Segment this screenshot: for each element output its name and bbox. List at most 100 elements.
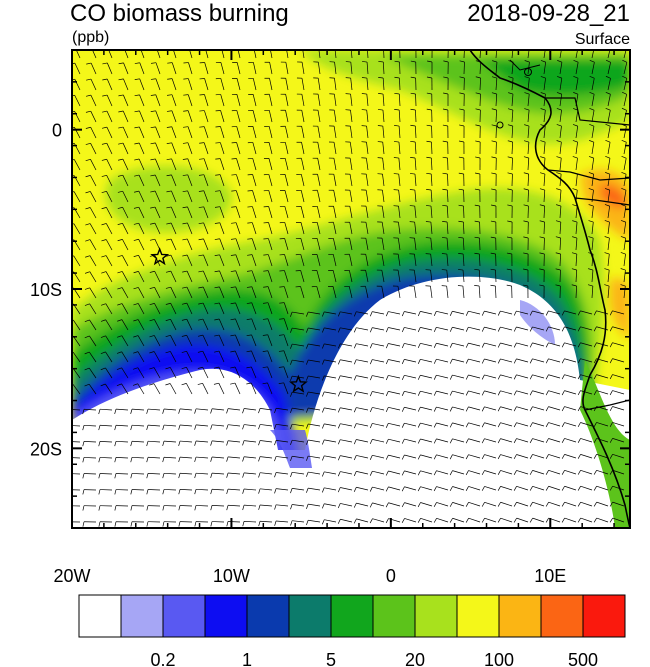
wind-barb-flag bbox=[449, 518, 453, 523]
wind-barb bbox=[548, 310, 561, 315]
wind-barb bbox=[532, 454, 545, 459]
wind-barb-flag bbox=[117, 255, 123, 258]
wind-barb bbox=[171, 110, 177, 123]
wind-barb bbox=[284, 190, 289, 203]
wind-barb bbox=[115, 473, 129, 475]
wind-barb bbox=[366, 78, 369, 91]
wind-barb-flag bbox=[481, 518, 485, 523]
wind-barb-flag bbox=[491, 92, 497, 95]
wind-barb bbox=[106, 78, 113, 91]
wind-barb bbox=[276, 407, 289, 411]
wind-barb bbox=[404, 359, 417, 363]
wind-barb bbox=[543, 221, 545, 235]
wind-barb-flag bbox=[540, 108, 546, 111]
wind-barb-flag bbox=[133, 367, 138, 370]
wind-barb-flag bbox=[417, 470, 421, 476]
wind-barb-flag bbox=[149, 351, 155, 354]
wind-barb bbox=[252, 174, 257, 187]
wind-barb bbox=[292, 423, 305, 427]
wind-barb bbox=[366, 110, 369, 123]
wind-barb-flag bbox=[135, 47, 140, 48]
wind-barb-flag bbox=[242, 408, 245, 414]
wind-barb-flag bbox=[513, 326, 517, 332]
wind-barb bbox=[212, 408, 225, 411]
wind-barb-flag bbox=[84, 367, 90, 371]
wind-barb-flag bbox=[513, 517, 517, 523]
wind-barb bbox=[366, 94, 369, 107]
wind-barb-flag bbox=[133, 303, 139, 306]
wind-barb-flag bbox=[84, 271, 90, 274]
wind-barb-flag bbox=[353, 423, 357, 429]
wind-barb-flag bbox=[577, 501, 581, 507]
wind-barb-flag bbox=[593, 358, 597, 364]
wind-barb bbox=[121, 351, 129, 363]
wind-barb bbox=[202, 318, 209, 331]
wind-barb-flag bbox=[72, 223, 75, 225]
wind-barb-flag bbox=[524, 124, 530, 127]
wind-barb bbox=[220, 78, 225, 91]
wind-barb bbox=[317, 190, 321, 203]
wind-barb bbox=[284, 254, 289, 267]
wind-barb bbox=[340, 311, 353, 315]
wind-barb bbox=[495, 285, 497, 299]
wind-barb bbox=[516, 326, 529, 331]
wind-barb bbox=[276, 488, 289, 491]
wind-barb bbox=[235, 302, 241, 315]
wind-barb bbox=[308, 423, 321, 427]
wind-barb-flag bbox=[182, 206, 188, 209]
wind-barb-flag bbox=[417, 375, 421, 380]
wind-barb-flag bbox=[459, 76, 465, 79]
wind-barb bbox=[340, 487, 353, 491]
wind-barb bbox=[340, 423, 353, 427]
wind-barb-flag bbox=[507, 172, 513, 175]
wind-barb-flag bbox=[85, 126, 91, 129]
wind-barb bbox=[420, 342, 433, 347]
wind-barb bbox=[500, 374, 513, 379]
wind-barb-flag bbox=[182, 190, 188, 193]
wind-barb-flag bbox=[198, 238, 204, 241]
wind-barb bbox=[591, 206, 594, 219]
wind-barb-flag bbox=[394, 60, 400, 63]
wind-barb-flag bbox=[214, 206, 221, 208]
wind-barb-flag bbox=[490, 220, 496, 223]
wind-barb-flag bbox=[577, 358, 581, 364]
wind-barb-flag bbox=[353, 375, 357, 381]
colorbar-swatch bbox=[330, 594, 374, 638]
wind-barb-flag bbox=[214, 254, 220, 256]
wind-barb-flag bbox=[101, 223, 107, 226]
wind-barb-flag bbox=[589, 91, 595, 95]
wind-barb-flag bbox=[101, 255, 107, 258]
wind-barb bbox=[532, 326, 545, 331]
wind-barb-flag bbox=[395, 45, 400, 46]
wind-barb-flag bbox=[215, 142, 221, 144]
wind-barb bbox=[559, 94, 563, 107]
wind-barb-flag bbox=[411, 45, 416, 46]
wind-barb-flag bbox=[262, 302, 269, 304]
wind-barb-flag bbox=[230, 334, 236, 337]
wind-barb-flag bbox=[70, 47, 75, 48]
wind-barb-flag bbox=[116, 351, 122, 354]
wind-barb bbox=[292, 471, 305, 475]
wind-barb bbox=[180, 424, 193, 427]
wind-barb-flag bbox=[146, 457, 149, 463]
wind-barb bbox=[500, 438, 513, 443]
colorbar-swatch bbox=[246, 594, 290, 638]
wind-barb bbox=[591, 174, 594, 187]
wind-barb bbox=[235, 254, 241, 267]
wind-barb bbox=[251, 318, 257, 331]
wind-barb bbox=[607, 206, 610, 219]
wind-barb-flag bbox=[150, 94, 156, 96]
wind-barb bbox=[75, 50, 81, 59]
wind-barb bbox=[155, 78, 161, 91]
wind-barb bbox=[84, 408, 97, 411]
wind-barb bbox=[500, 342, 513, 347]
wind-barb-flag bbox=[442, 221, 448, 223]
wind-barb-flag bbox=[165, 270, 171, 273]
wind-barb bbox=[122, 175, 129, 187]
wind-barb-flag bbox=[475, 124, 481, 127]
wind-barb bbox=[484, 310, 497, 315]
wind-barb-flag bbox=[213, 382, 219, 385]
wind-barb bbox=[463, 221, 465, 235]
wind-barb-flag bbox=[82, 473, 85, 479]
wind-barb bbox=[452, 422, 465, 427]
